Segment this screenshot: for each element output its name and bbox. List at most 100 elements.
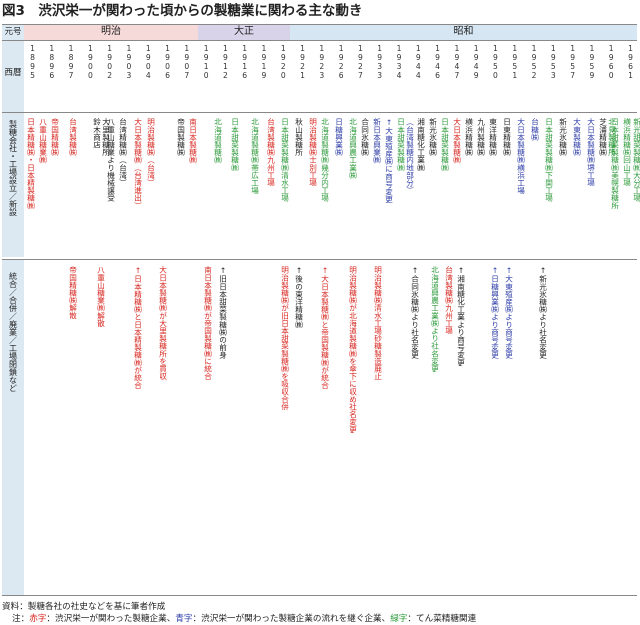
establish-entry: 日本甜菜製糖㈱ [230, 118, 239, 172]
establish-entry: 大里製糖所 [101, 118, 110, 156]
establish-entry: 大東製糖㈱ [572, 118, 581, 156]
divider-year [2, 112, 637, 113]
year-label: 1895 [28, 44, 37, 80]
merge-entry: 南日本製糖㈱が帝国製糖㈱に統合 [203, 266, 212, 380]
year-label: 1923 [317, 44, 327, 80]
year-label: 1933 [375, 44, 385, 80]
note-prefix: 注： [12, 614, 30, 624]
establish-entry: 日本甜菜製糖㈱ [440, 118, 449, 172]
establish-entry: 大日本製糖㈱ [452, 118, 461, 164]
red-legend-text: ：渋沢栄一が関わった製糖企業、 [46, 614, 176, 624]
section-merge-label: 統合／合併／廃業／工場閉鎖など [8, 272, 18, 392]
year-label: 1912 [220, 44, 230, 80]
merge-entry: 明治製糖㈱清水工場砂糖製造廃止 [373, 266, 382, 380]
merge-entry: 明治製糖㈱が北海道製糖㈱を傘下に収め社名変更 [348, 266, 357, 434]
establish-entry: 帝国精糖㈱ [50, 118, 59, 156]
establish-entry: 東洋精糖㈱ [488, 118, 497, 156]
establish-entry: 横浜精糖㈱ [464, 118, 473, 156]
merge-entry: 八重山糖業㈱解散 [96, 266, 105, 327]
merge-entry: 台湾製糖㈱九州工場 [444, 266, 453, 335]
section-merge-label-cell: 統合／合併／廃業／工場閉鎖など [2, 260, 24, 596]
establish-entry: 秋山製糖所 [294, 118, 303, 156]
section-establish-label-cell: 製糖会社・工場設立／新設 [2, 112, 24, 257]
year-label: 1950 [490, 44, 500, 80]
establish-entry: 台湾製糖㈱ [68, 118, 77, 156]
merge-entry: ↑大東殖産㈱より商号変更 [504, 266, 513, 359]
year-label: 1947 [452, 44, 462, 80]
merge-entry: ↑湘南糖化工業より商号変更 [456, 266, 465, 367]
establish-entry: 鈴木商店 [92, 118, 101, 149]
merge-entry: ↑旧日本甜菜製糖㈱の前身 [218, 266, 227, 359]
establish-entry: 八重山糖業㈱ [38, 118, 47, 164]
establish-entry: 台湾精糖㈱（台湾） [118, 118, 127, 187]
year-label: 1902 [105, 44, 115, 80]
establish-entry: 日本甜菜製糖㈱下関工場 [544, 118, 553, 202]
green-legend-label: 緑字 [390, 614, 408, 624]
establish-entry: 北海道興農工業㈱ [348, 118, 357, 179]
merge-entry: 北海道興農工業㈱より社名変更 [430, 266, 439, 373]
era-showa: 昭和 [290, 24, 637, 40]
blue-legend-text: ：渋沢栄一が関わった製糖企業の流れを継ぐ企業、 [192, 614, 391, 624]
establish-entry: 北見製糖所 [607, 118, 616, 156]
establish-entry: 南日本製糖㈱ [188, 118, 197, 164]
year-label: 1920 [278, 44, 288, 80]
year-label: 1919 [259, 44, 269, 80]
year-label: 1960 [606, 44, 616, 80]
year-label: 1959 [587, 44, 597, 80]
green-legend-text: ：てん菜精糖関連 [407, 614, 477, 624]
divider-bottom [2, 595, 637, 596]
establish-entry: 北海道製糖㈱ [213, 118, 222, 164]
year-label: 1927 [355, 44, 365, 80]
merge-entry: ↑合同氷糖㈱より社名変更 [410, 266, 419, 359]
year-label: 1946 [433, 44, 443, 80]
seireki-label-cell: 西暦 [2, 40, 24, 112]
establish-entry: 日本甜菜製糖㈱美幌製糖所 [610, 118, 619, 210]
year-label: 1944 [413, 44, 423, 80]
era-taisho-label: 大正 [234, 26, 254, 37]
establish-entry: 大日本製糖㈱堺工場 [586, 118, 595, 187]
divider-era [2, 40, 637, 41]
merge-entry: 大日本製糖㈱が大里製糖所を買収 [158, 266, 167, 380]
establish-entry: 大日本製糖㈱（台湾進出） [133, 118, 142, 210]
establish-entry: 台湾製糖㈱九州工場 [266, 118, 275, 187]
year-label: 1961 [626, 44, 635, 80]
establish-entry: 日糖興業㈱ [334, 118, 343, 156]
seireki-label: 西暦 [4, 68, 22, 78]
era-showa-label: 昭和 [453, 26, 474, 37]
merge-entry: 帝国精糖㈱解散 [68, 266, 77, 320]
year-label: 1910 [201, 44, 211, 80]
establish-entry: （台湾製糖内地部分） [405, 118, 414, 194]
establish-entry: 北海道製糖㈱幾分内工場 [320, 118, 329, 202]
establish-entry: 明治製糖㈱士別工場 [308, 118, 317, 187]
establish-entry: 新日本興業㈱ [372, 118, 381, 164]
year-label: 1904 [143, 44, 153, 80]
year-label: 1952 [529, 44, 539, 80]
divider-section [2, 259, 637, 260]
timeline-table: 元号 明治 大正 昭和 西暦 製糖会社・工場設立／新設 統合／合併／廃業／工場閉… [2, 24, 640, 596]
era-meiji: 明治 [24, 24, 198, 40]
establish-entry: 横浜精糖㈱回山工場 [622, 118, 631, 187]
establish-entry: 九州製糖㈱ [476, 118, 485, 156]
establish-entry: 新光甜菜製糖㈱大分工場 [632, 118, 640, 202]
establish-entry: 新光氷糖㈱ [558, 118, 567, 156]
era-taisho: 大正 [198, 24, 290, 40]
merge-entry: ↑大日本製糖㈱と帝国製糖㈱が統合 [320, 266, 329, 389]
divider-top [2, 24, 637, 25]
establish-entry: 日本精糖㈱・日本精製糖㈱ [26, 118, 35, 210]
merge-entry: ↑後の東洋精糖㈱ [294, 266, 303, 329]
establish-entry: 北海道製糖㈱帯広工場 [250, 118, 259, 194]
merge-entry: 明治製糖㈱が旧日本甜菜製糖㈱を吸収合併 [280, 266, 289, 411]
era-header-row: 元号 明治 大正 昭和 [2, 24, 637, 40]
establish-entry: ↑大東殖産㈱に商号変更 [384, 118, 393, 203]
year-label: 1951 [510, 44, 520, 80]
establish-entry: 日本甜菜製糖㈱清水工場 [280, 118, 289, 202]
blue-legend-label: 青字 [175, 614, 193, 624]
year-label: 1906 [163, 44, 173, 80]
year-label: 1957 [568, 44, 578, 80]
establish-entry: 合同氷糖㈱ [360, 118, 369, 156]
merge-entry: ↑日糖興業㈱より商号変更 [490, 266, 499, 359]
establish-entry: 帝国製糖㈱ [176, 118, 185, 156]
section-establish-label: 製糖会社・工場設立／新設 [8, 120, 18, 216]
merge-entry: ↑日本精糖㈱と日本精製糖㈱が統合 [133, 266, 142, 389]
establish-entry: 日東精糖㈱ [502, 118, 511, 156]
